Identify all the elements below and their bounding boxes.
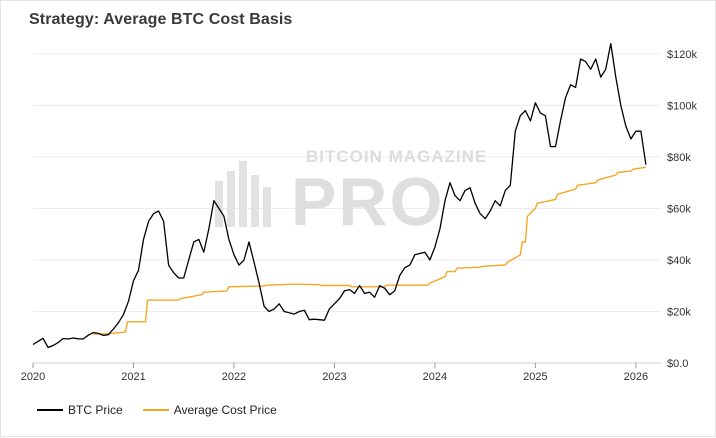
watermark-top-text: BITCOIN MAGAZINE <box>306 147 487 166</box>
watermark-main-text: PRO <box>291 164 444 240</box>
y-tick-label: $20k <box>667 306 691 318</box>
legend-label-btc-price: BTC Price <box>68 403 123 417</box>
x-axis: 2020 2021 2022 2023 2024 2025 2026 <box>21 363 648 383</box>
x-tick-label: 2025 <box>523 371 547 383</box>
watermark-logo-bar <box>215 181 223 227</box>
legend-label-average-cost-price: Average Cost Price <box>173 403 277 417</box>
series-line-average-cost-price[interactable] <box>93 166 647 335</box>
grid-lines <box>33 53 661 364</box>
y-tick-label: $120k <box>667 49 697 61</box>
watermark-logo-bar <box>251 175 259 227</box>
legend-swatch-average-cost-price <box>142 409 169 411</box>
watermark-logo-bars <box>215 161 271 227</box>
x-tick-label: 2023 <box>322 371 346 383</box>
x-tick-label: 2022 <box>222 371 246 383</box>
y-tick-label: $40k <box>667 255 691 267</box>
legend: BTC Price Average Cost Price <box>37 403 277 417</box>
y-tick-label: $100k <box>667 100 697 112</box>
watermark-logo-bar <box>227 171 235 227</box>
y-tick-label: $0.0 <box>667 358 688 370</box>
y-tick-label: $80k <box>667 152 691 164</box>
legend-item-btc-price[interactable]: BTC Price <box>37 403 123 417</box>
y-tick-label: $60k <box>667 203 691 215</box>
watermark-logo-bar <box>263 187 271 227</box>
x-tick-label: 2024 <box>423 371 447 383</box>
series-lines <box>32 42 647 349</box>
y-axis: $0.0 $20k $40k $60k $80k $100k $120k <box>667 49 697 370</box>
chart-title: Strategy: Average BTC Cost Basis <box>29 11 293 28</box>
legend-swatch-btc-price <box>37 409 63 411</box>
watermark-logo-bar <box>239 161 247 227</box>
x-tick-label: 2026 <box>624 371 648 383</box>
legend-item-average-cost-price[interactable]: Average Cost Price <box>142 403 277 417</box>
x-tick-label: 2021 <box>121 371 145 383</box>
x-tick-label: 2020 <box>21 371 45 383</box>
series-line-btc-price[interactable] <box>32 42 647 349</box>
